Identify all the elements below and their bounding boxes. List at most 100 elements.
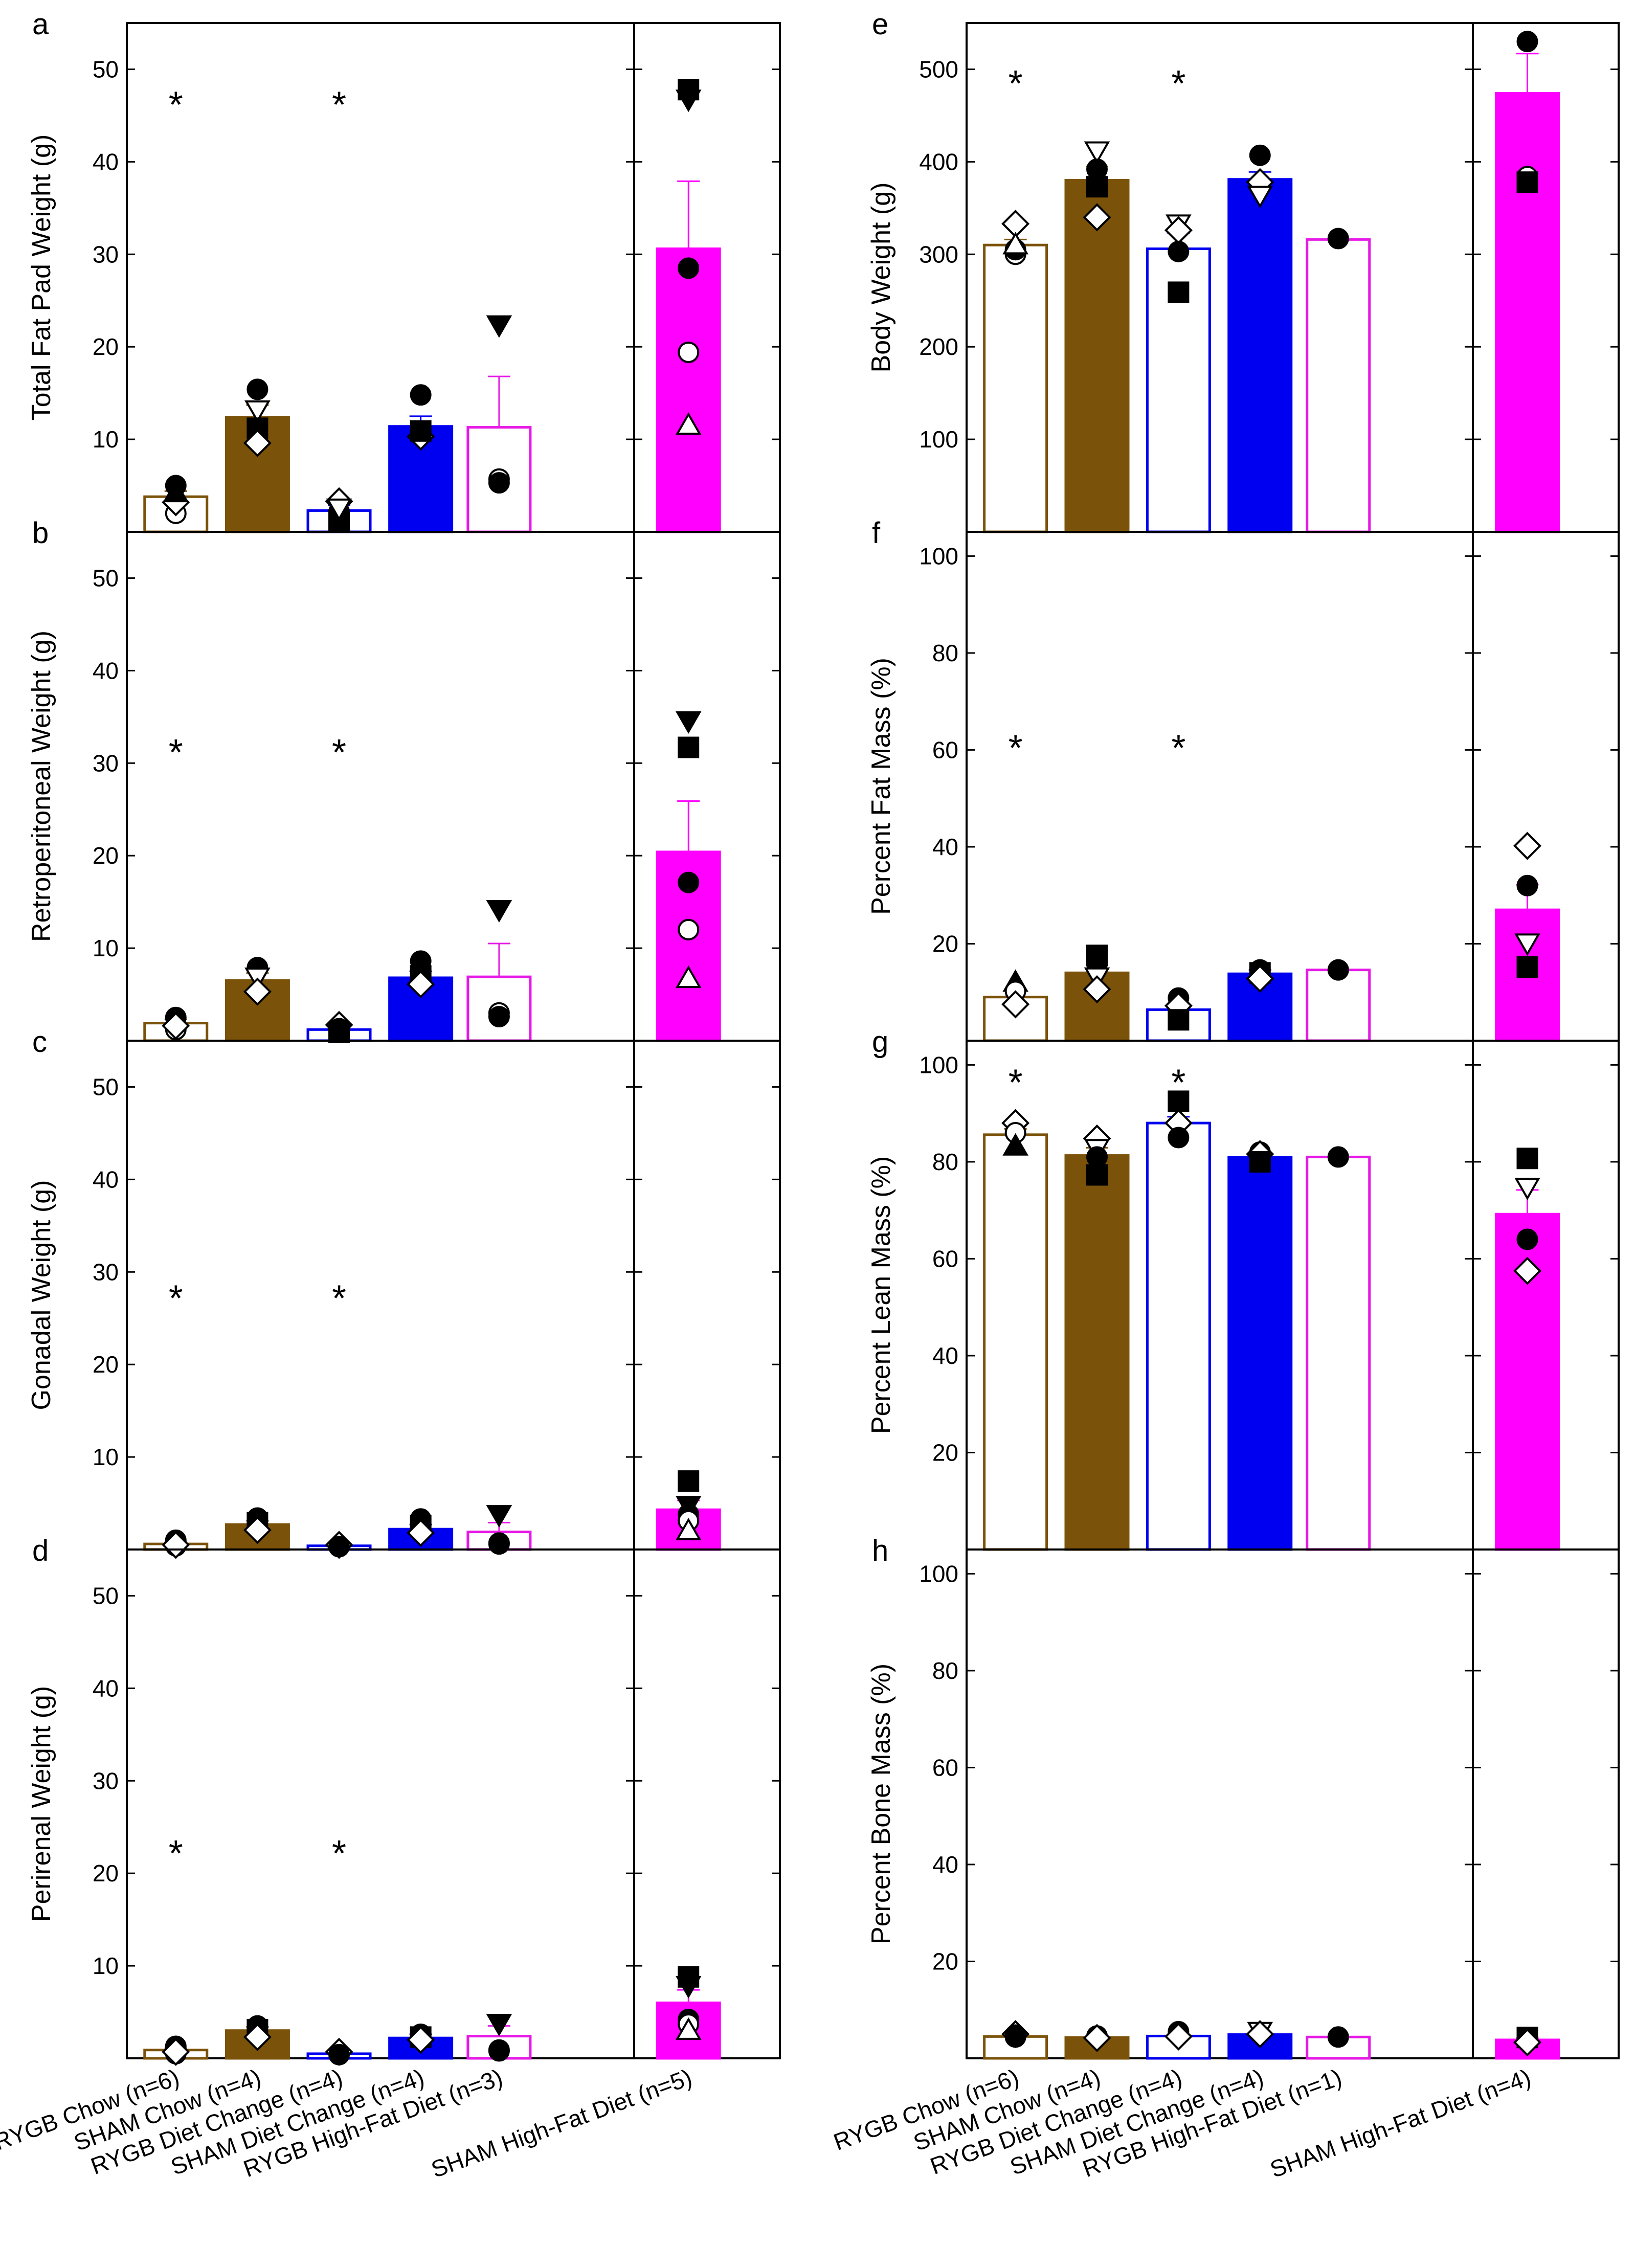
panel-letter: b (32, 517, 49, 550)
data-point (678, 342, 700, 364)
bar (1064, 971, 1130, 1042)
significance-star: * (1171, 63, 1185, 104)
data-point (1002, 1133, 1028, 1156)
y-tick-label: 10 (93, 426, 119, 453)
bar-group (1064, 2024, 1130, 2060)
y-tick-label: 50 (93, 565, 119, 591)
y-tick-label: 40 (93, 1166, 119, 1193)
data-point (1083, 2024, 1111, 2052)
data-point (163, 480, 189, 503)
panel-letter: d (32, 1534, 49, 1567)
y-tick-label: 80 (932, 1657, 958, 1684)
data-point (486, 315, 512, 338)
bar-group: * (1146, 728, 1211, 1042)
data-point (1327, 2026, 1349, 2048)
y-tick-label: 30 (93, 241, 119, 267)
significance-star: * (1009, 63, 1023, 104)
significance-star: * (332, 1278, 346, 1319)
significance-star: * (1009, 728, 1023, 769)
data-point (675, 412, 702, 435)
data-point (243, 429, 272, 457)
y-tick-label: 50 (93, 1073, 119, 1100)
bar (1227, 178, 1293, 533)
significance-star: * (332, 85, 346, 126)
bar-group: * (1146, 1062, 1211, 1551)
bar-group: * (306, 85, 372, 533)
data-point (1004, 2024, 1026, 2046)
data-point (407, 1518, 435, 1547)
data-point (328, 1536, 350, 1558)
data-point (1516, 874, 1538, 896)
data-point (488, 1533, 510, 1555)
data-point (1516, 31, 1538, 53)
panel-a: a 10 20 30 40 50 Total Fat Pad Weight (g) * * (27, 8, 781, 533)
y-tick-label: 500 (919, 56, 958, 82)
y-tick-label: 40 (932, 1851, 958, 1878)
y-tick-label: 300 (919, 241, 958, 267)
bar-group (1227, 144, 1293, 533)
y-tick-label: 10 (93, 1444, 119, 1470)
panel-f: f 20 40 60 80 100 Percent Fat Mass (%) * * (866, 517, 1620, 1042)
y-tick-label: 20 (93, 1351, 119, 1378)
y-tick-label: 20 (932, 1948, 958, 1974)
y-tick-label: 20 (932, 930, 958, 957)
data-point (244, 400, 271, 423)
panel-d: d 10 20 30 40 50 Perirenal Weight (g) * * (27, 1534, 781, 2066)
bar-group (466, 1505, 532, 1555)
bar-group (1306, 959, 1371, 1042)
data-point (1168, 240, 1190, 262)
data-point (1327, 1146, 1349, 1168)
data-point (407, 970, 435, 999)
bar-group: * (143, 85, 209, 533)
bar (1306, 238, 1371, 533)
bar-group (388, 2023, 454, 2060)
data-point (1249, 144, 1271, 166)
bar-group (388, 1508, 454, 1551)
data-point (1327, 959, 1349, 981)
significance-star: * (332, 732, 346, 773)
y-tick-label: 50 (93, 56, 119, 82)
data-point (247, 378, 268, 400)
y-tick-label: 40 (93, 1675, 119, 1701)
data-point (1083, 203, 1111, 232)
y-tick-label: 20 (93, 1860, 119, 1887)
bar-group (656, 1470, 721, 1551)
y-axis-label: Percent Bone Mass (%) (866, 1664, 896, 1944)
data-point (678, 918, 700, 940)
panel-letter: e (872, 8, 888, 41)
data-point (675, 711, 702, 734)
bar-group (388, 384, 454, 533)
panel-b: b 10 20 30 40 50 Retroperitoneal Weight (g) * * (27, 517, 781, 1043)
y-tick-label: 200 (919, 333, 958, 360)
bar-group: * (983, 1062, 1048, 1551)
bar (656, 247, 721, 533)
y-axis-label: Body Weight (g) (866, 183, 896, 373)
data-point (675, 1517, 702, 1540)
bar-group: * (306, 732, 372, 1043)
significance-star: * (169, 1833, 183, 1874)
panel-letter: h (872, 1534, 888, 1567)
data-point (675, 2017, 702, 2040)
bar-group: * (143, 1833, 209, 2066)
panel-letter: c (32, 1025, 47, 1059)
bar-group: * (143, 1278, 209, 1559)
y-tick-label: 400 (919, 148, 958, 175)
data-point (675, 89, 702, 113)
bar-group (983, 2020, 1048, 2060)
data-point (1516, 171, 1538, 193)
bar-group (1306, 2026, 1371, 2060)
data-point (162, 2037, 190, 2066)
bar-group (225, 1507, 290, 1551)
bar-group (1146, 2020, 1211, 2060)
data-point (1246, 964, 1274, 993)
y-tick-label: 60 (932, 1245, 958, 1272)
data-point (1086, 158, 1108, 180)
panel-letter: f (872, 517, 881, 550)
y-tick-label: 80 (932, 640, 958, 666)
y-tick-label: 20 (93, 333, 119, 360)
y-tick-label: 30 (93, 750, 119, 776)
bar (983, 1133, 1048, 1551)
data-point (1516, 1228, 1538, 1250)
data-point (1247, 186, 1273, 209)
